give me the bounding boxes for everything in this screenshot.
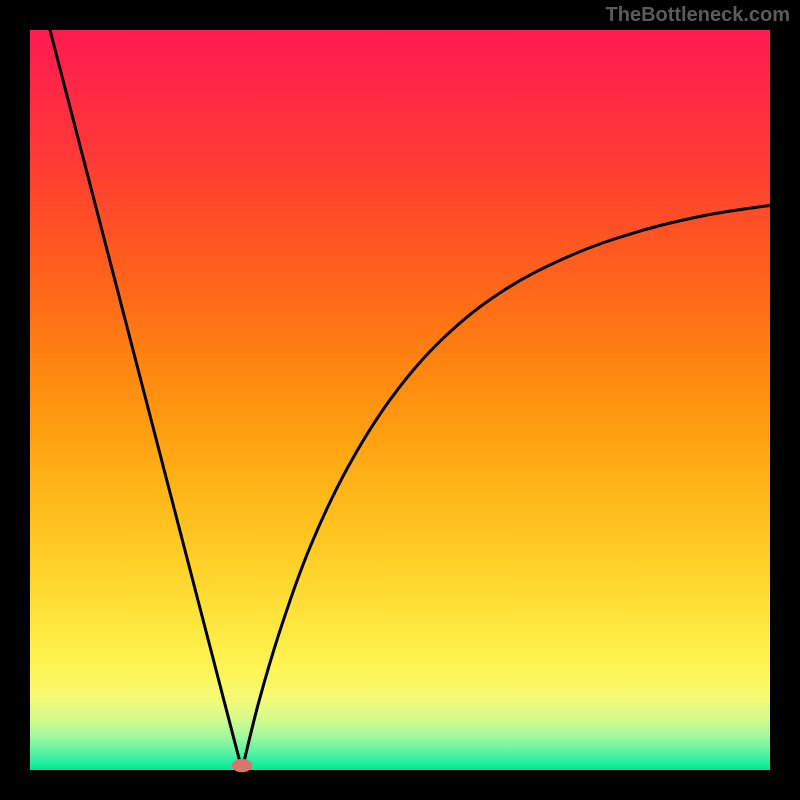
plot-background	[30, 30, 770, 770]
chart-svg	[0, 0, 800, 800]
minimum-marker	[232, 759, 253, 772]
bottleneck-chart: TheBottleneck.com	[0, 0, 800, 800]
